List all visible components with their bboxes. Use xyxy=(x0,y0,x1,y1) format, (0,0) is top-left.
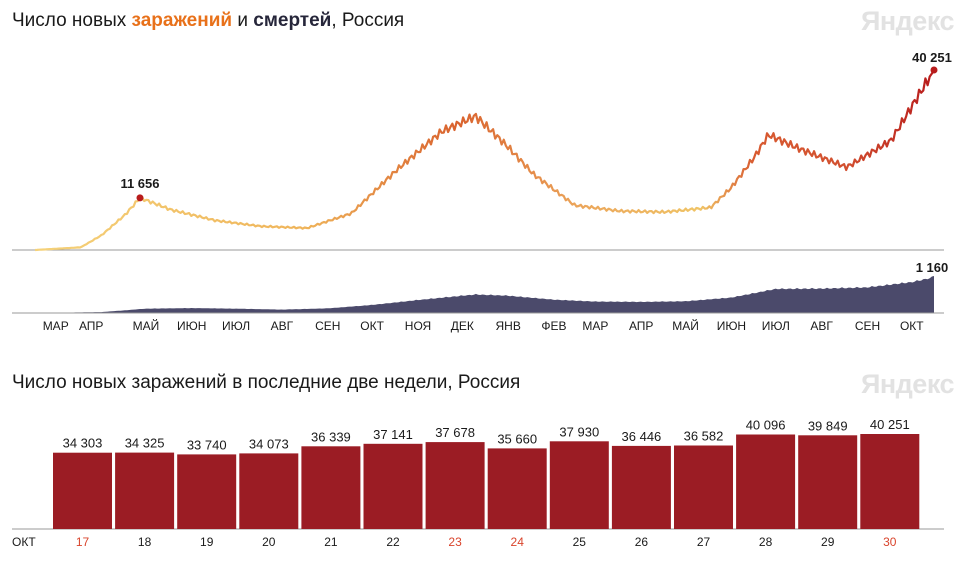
bar-day-label-25: 25 xyxy=(573,535,587,549)
month-label-11: ФЕВ xyxy=(541,319,566,333)
bar-day-label-23: 23 xyxy=(448,535,462,549)
bar-value-label-27: 36 582 xyxy=(684,429,724,444)
title-highlight-deaths: смертей xyxy=(253,10,332,31)
chart2-title: Число новых заражений в последние две не… xyxy=(12,372,521,393)
bar-day-label-19: 19 xyxy=(200,535,214,549)
month-label-3: ИЮН xyxy=(177,319,206,333)
first-peak-dot xyxy=(136,194,144,202)
bar-23 xyxy=(425,442,485,529)
bar-value-label-23: 37 678 xyxy=(435,425,475,440)
month-label-9: ДЕК xyxy=(451,319,474,333)
month-label-8: НОЯ xyxy=(405,319,431,333)
bars-group: 34 303 17 34 325 18 33 740 19 34 073 20 36 339 21… xyxy=(53,417,920,549)
bar-day-label-24: 24 xyxy=(511,535,525,549)
month-label-10: ЯНВ xyxy=(496,319,521,333)
bar-19 xyxy=(177,454,237,529)
month-label-13: АПР xyxy=(629,319,654,333)
month-label-7: ОКТ xyxy=(360,319,384,333)
bar-month-label: ОКТ xyxy=(12,535,36,549)
month-label-2: МАЙ xyxy=(133,318,160,333)
bar-24 xyxy=(487,448,547,529)
month-label-5: АВГ xyxy=(271,319,294,333)
bar-day-label-26: 26 xyxy=(635,535,649,549)
bar-29 xyxy=(798,435,858,529)
last-cases-dot xyxy=(930,66,938,74)
bar-27 xyxy=(674,445,733,529)
bar-28 xyxy=(736,434,796,529)
bar-value-label-30: 40 251 xyxy=(870,417,910,432)
bar-21 xyxy=(301,446,361,529)
month-label-1: АПР xyxy=(79,319,104,333)
bar-day-label-22: 22 xyxy=(386,535,400,549)
month-label-12: МАР xyxy=(582,319,608,333)
bar-day-label-20: 20 xyxy=(262,535,276,549)
bar-value-label-28: 40 096 xyxy=(746,418,786,433)
bar-17 xyxy=(53,452,112,529)
bar-day-label-30: 30 xyxy=(883,535,897,549)
bar-value-label-20: 34 073 xyxy=(249,436,289,451)
last-cases-label: 40 251 xyxy=(912,50,952,65)
bar-value-label-22: 37 141 xyxy=(373,427,413,442)
month-label-14: МАЙ xyxy=(672,318,699,333)
bar-22 xyxy=(363,443,423,529)
bar-day-label-17: 17 xyxy=(76,535,90,549)
bar-day-label-29: 29 xyxy=(821,535,835,549)
month-label-6: СЕН xyxy=(315,319,340,333)
bar-25 xyxy=(549,441,609,529)
bar-value-label-24: 35 660 xyxy=(497,431,537,446)
bar-value-label-26: 36 446 xyxy=(622,429,662,444)
first-peak-label: 11 656 xyxy=(120,176,159,191)
month-label-19: ОКТ xyxy=(900,319,924,333)
cases-line xyxy=(34,69,935,252)
deaths-area xyxy=(35,276,934,313)
month-label-17: АВГ xyxy=(810,319,833,333)
month-label-16: ИЮЛ xyxy=(762,319,790,333)
month-label-4: ИЮЛ xyxy=(222,319,250,333)
bar-day-label-27: 27 xyxy=(697,535,711,549)
bar-value-label-21: 36 339 xyxy=(311,429,351,444)
month-axis: МАР АПР МАЙ ИЮН ИЮЛ АВГ СЕН ОКТ НОЯ ДЕК ЯНВ ФЕВ МАР А… xyxy=(43,318,925,333)
yandex-watermark-bottom: Яндекс xyxy=(860,369,955,399)
bar-value-label-18: 34 325 xyxy=(125,436,165,451)
month-label-15: ИЮН xyxy=(717,319,746,333)
title-highlight-cases: заражений xyxy=(131,10,233,31)
yandex-watermark-top: Яндекс xyxy=(860,6,955,36)
bar-value-label-19: 33 740 xyxy=(187,437,227,452)
month-label-0: МАР xyxy=(43,319,69,333)
bar-value-label-25: 37 930 xyxy=(559,424,599,439)
bar-day-label-28: 28 xyxy=(759,535,773,549)
bar-30 xyxy=(860,434,920,529)
bar-20 xyxy=(239,453,299,529)
last-deaths-label: 1 160 xyxy=(916,260,949,275)
bar-value-label-17: 34 303 xyxy=(63,436,103,451)
chart1-title: Число новых заражений и смертей, Россия xyxy=(12,10,405,31)
bar-value-label-29: 39 849 xyxy=(808,418,848,433)
month-label-18: СЕН xyxy=(855,319,880,333)
bar-26 xyxy=(611,445,671,529)
bar-day-label-21: 21 xyxy=(324,535,338,549)
bar-18 xyxy=(115,452,175,529)
bar-day-label-18: 18 xyxy=(138,535,152,549)
